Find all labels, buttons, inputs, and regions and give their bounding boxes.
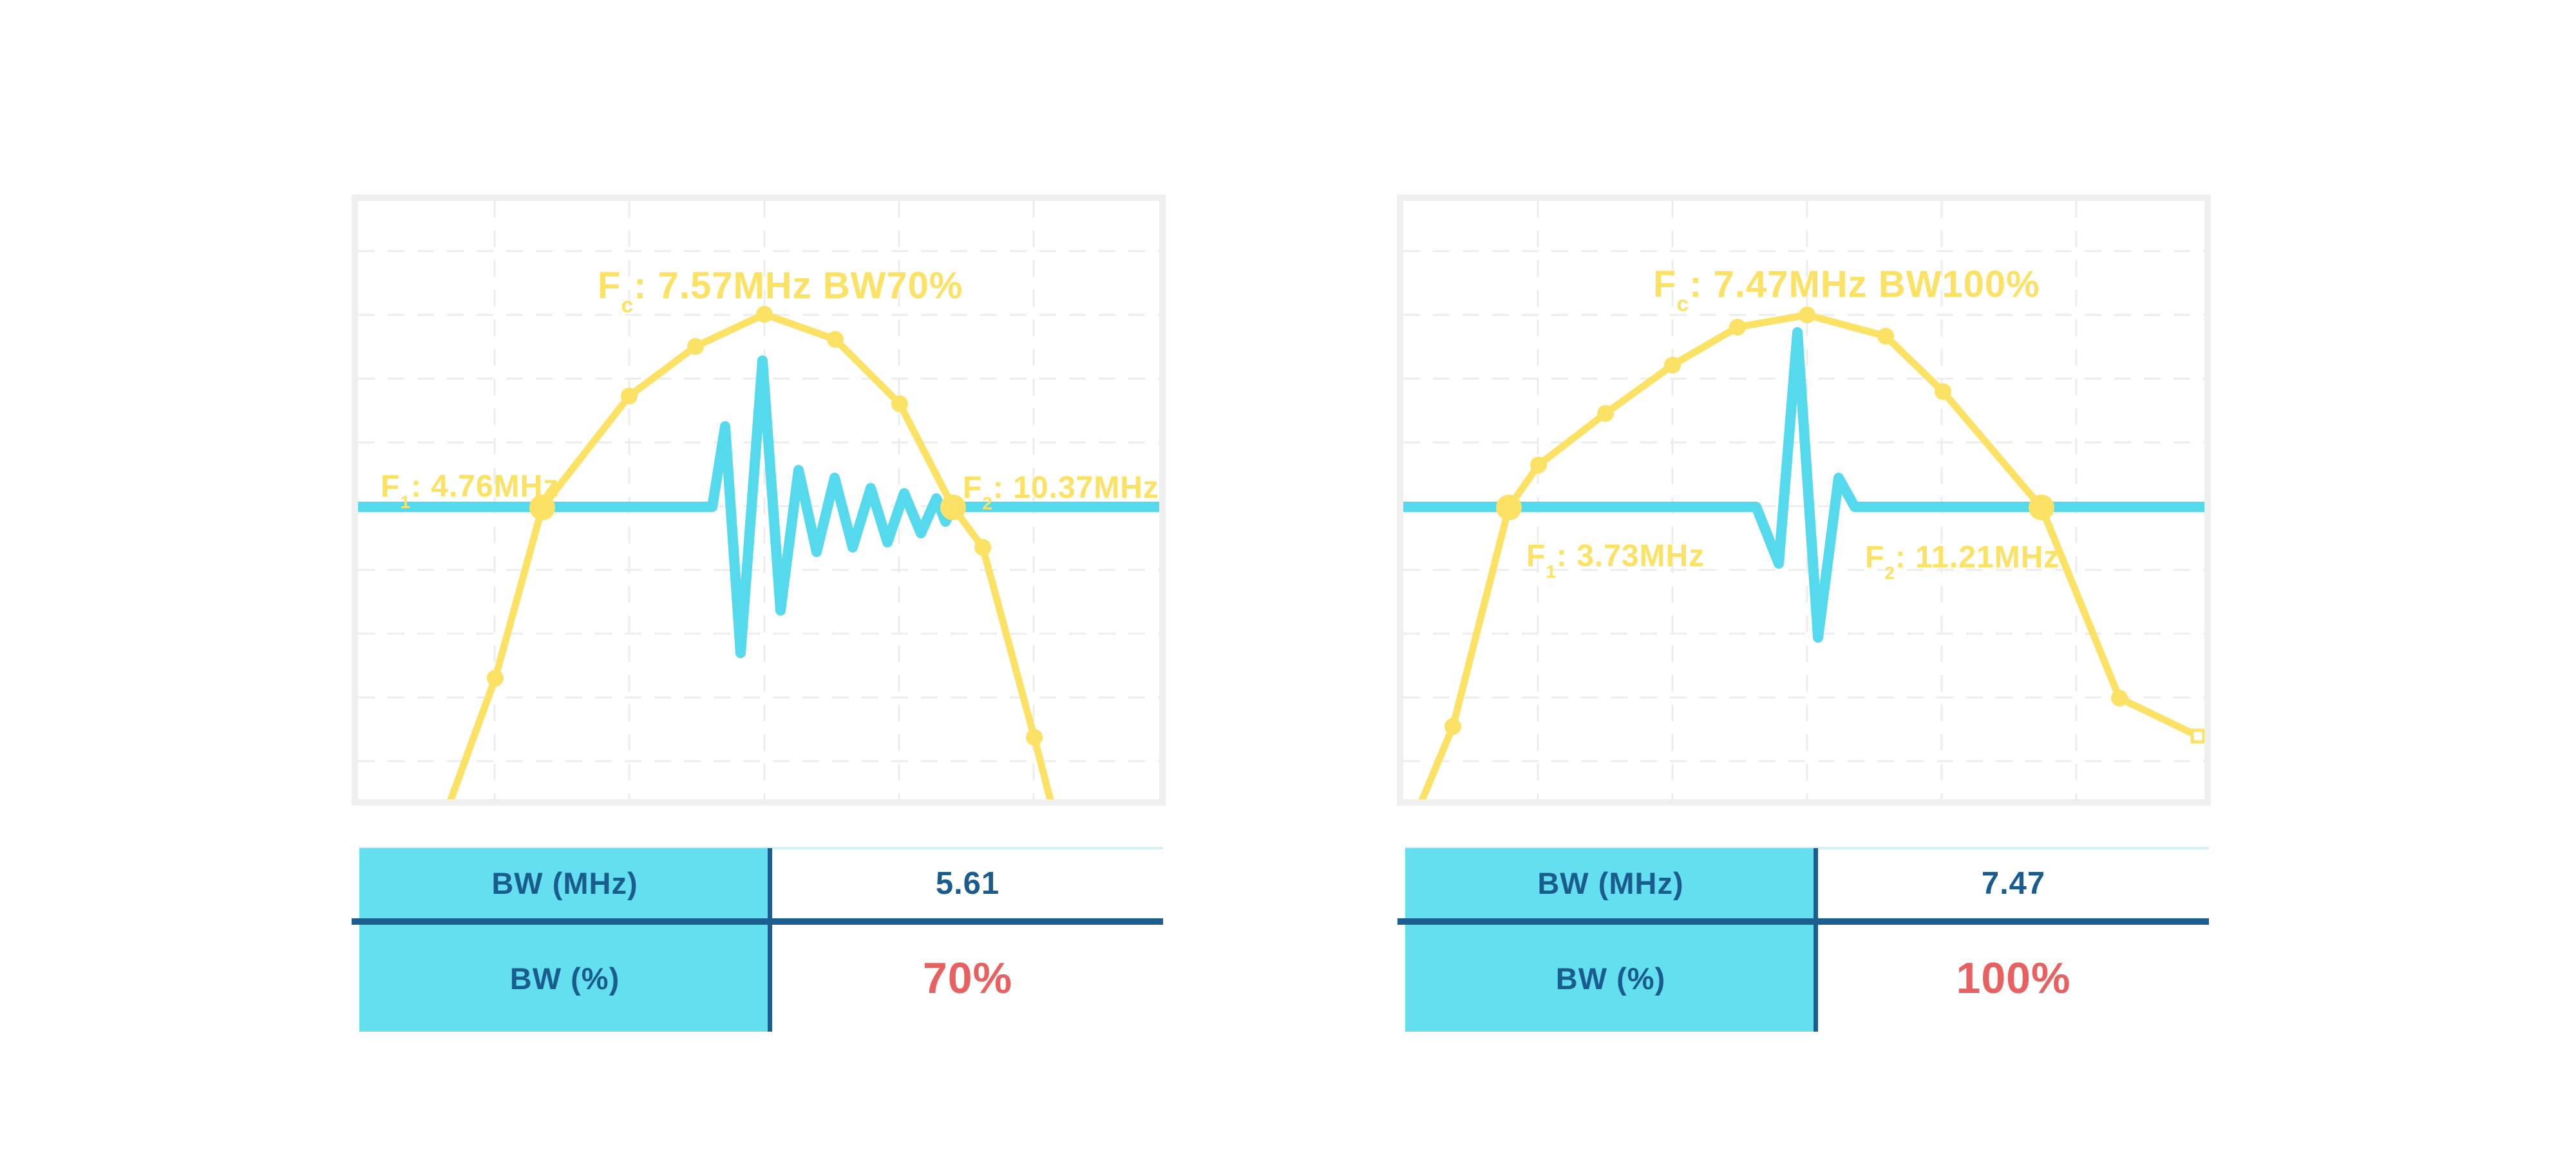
data-point — [1935, 383, 1951, 400]
f1-annotation: F1: 3.73MHz — [1526, 539, 1705, 582]
fc-annotation: Fc: 7.47MHz BW100% — [1653, 263, 2040, 316]
bandwidth-table-bw70: BW (MHz) BW (%) 5.61 70% — [352, 847, 1163, 1032]
pulse-waveform — [1403, 327, 2204, 643]
table-row-divider — [352, 918, 1163, 925]
data-point — [1444, 718, 1461, 735]
spectrum-chart-bw100 — [1403, 201, 2204, 799]
data-point — [1530, 457, 1547, 473]
table-header-column — [1405, 848, 1816, 1032]
data-point — [891, 395, 908, 412]
data-point — [1799, 307, 1815, 323]
data-point — [1729, 319, 1746, 336]
table-row-divider — [1397, 918, 2209, 925]
spectrum-chart-bw70 — [358, 201, 1159, 799]
chart-panel-bw70: Fc: 7.57MHz BW70% F1: 4.76MHz F2: 10.37M… — [352, 194, 1166, 806]
data-point — [1877, 328, 1894, 345]
bw-percent-value: 70% — [922, 954, 1013, 1003]
f2-annotation: F2: 10.37MHz — [963, 471, 1159, 514]
crossing-data-point — [940, 495, 966, 520]
table-vertical-divider — [768, 848, 772, 1032]
f2-annotation: F2: 11.21MHz — [1865, 540, 2060, 583]
bw-mhz-value: 5.61 — [935, 866, 1000, 901]
data-point — [687, 338, 704, 355]
data-point — [974, 539, 991, 556]
data-point — [827, 331, 844, 348]
table-header-column — [359, 848, 770, 1032]
data-point — [1664, 357, 1681, 374]
table-row-header: BW (%) — [509, 961, 620, 996]
chart-panel-bw100: Fc: 7.47MHz BW100% F1: 3.73MHz F2: 11.21… — [1397, 194, 2211, 806]
data-point — [1597, 405, 1614, 422]
data-point — [621, 388, 638, 404]
data-point — [2111, 690, 2128, 706]
bandwidth-table-bw100: BW (MHz) BW (%) 7.47 100% — [1397, 847, 2209, 1032]
table-row-header: BW (MHz) — [491, 866, 638, 900]
crossing-data-point — [529, 495, 555, 520]
bw-mhz-value: 7.47 — [1981, 866, 2046, 901]
f1-annotation: F1: 4.76MHz — [381, 469, 560, 513]
crossing-data-point — [1496, 495, 1522, 520]
spectrum-curve — [447, 310, 1054, 799]
crossing-data-point — [2029, 495, 2054, 520]
table-row-header: BW (%) — [1555, 961, 1666, 996]
end-square-marker — [2190, 728, 2204, 744]
data-point — [487, 670, 504, 686]
table-row-header: BW (MHz) — [1537, 866, 1684, 900]
table-vertical-divider — [1814, 848, 1818, 1032]
fc-annotation: Fc: 7.57MHz BW70% — [598, 265, 963, 317]
pulse-waveform — [358, 355, 1159, 658]
data-point — [1026, 729, 1043, 746]
data-point — [756, 306, 773, 323]
bw-percent-value: 100% — [1956, 954, 2071, 1003]
